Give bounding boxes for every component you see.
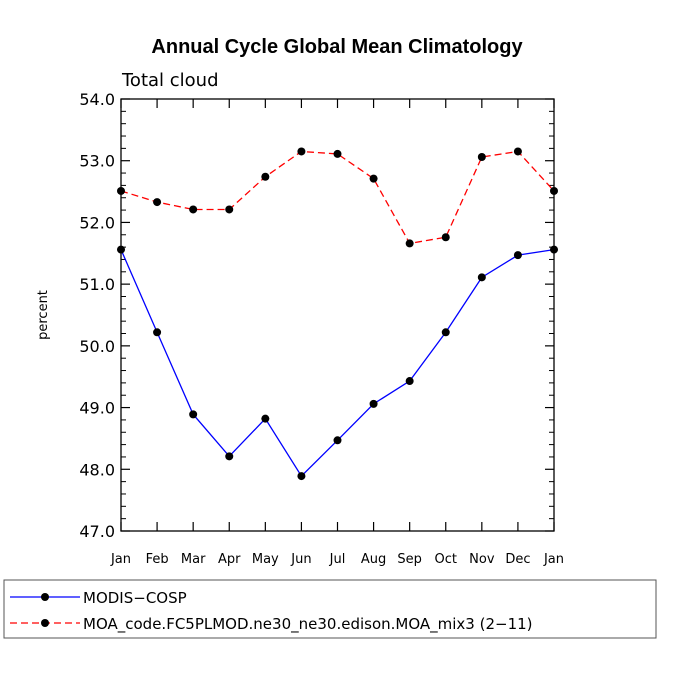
x-tick-label: Oct (435, 552, 457, 567)
x-tick-label: Mar (181, 552, 206, 567)
data-point-0-3 (225, 452, 234, 461)
data-point-1-0 (117, 186, 125, 195)
x-tick-label: Nov (469, 552, 495, 567)
data-point-0-12 (550, 245, 558, 254)
data-point-0-1 (153, 328, 162, 337)
y-tick-label: 50.0 (79, 337, 115, 356)
y-tick-label: 49.0 (79, 399, 115, 418)
data-point-0-5 (297, 472, 306, 481)
y-tick-label: 48.0 (79, 460, 115, 479)
legend-label-1: MOA_code.FC5PLMOD.ne30_ne30.edison.MOA_m… (83, 615, 533, 634)
y-tick-label: 51.0 (79, 275, 115, 294)
data-point-1-4 (261, 172, 270, 181)
legend-box (3, 579, 657, 639)
series-line-1 (120, 150, 555, 245)
x-tick-label: Jan (110, 552, 131, 567)
data-point-0-11 (513, 251, 522, 260)
y-tick-label: 54.0 (79, 90, 115, 109)
x-tick-label: Dec (505, 552, 530, 567)
data-point-0-2 (189, 410, 198, 419)
data-point-0-10 (477, 273, 486, 282)
x-tick-label: Apr (218, 552, 241, 567)
data-point-1-11 (513, 147, 522, 156)
x-tick-label: Feb (146, 552, 169, 567)
y-axis-label: percent (36, 290, 51, 340)
data-point-0-8 (405, 377, 414, 386)
y-tick-label: 52.0 (79, 213, 115, 232)
data-point-1-2 (189, 205, 198, 214)
data-point-1-12 (550, 186, 558, 195)
series-layer (117, 147, 558, 481)
legend: MODIS−COSP MOA_code.FC5PLMOD.ne30_ne30.ed… (10, 589, 533, 634)
x-tick-label: May (252, 552, 279, 567)
data-point-0-7 (369, 399, 378, 408)
data-point-1-10 (477, 153, 486, 162)
y-tick-label: 53.0 (79, 152, 115, 171)
data-point-0-0 (117, 245, 125, 254)
data-point-1-1 (153, 198, 162, 207)
x-tick-label: Jun (290, 552, 311, 567)
data-point-0-6 (333, 436, 342, 445)
data-point-1-9 (441, 233, 450, 242)
data-point-1-6 (333, 149, 342, 158)
data-point-0-9 (441, 328, 450, 337)
plot-frame (120, 98, 555, 532)
legend-label-0: MODIS−COSP (83, 589, 187, 607)
y-ticks: 47.0 48.0 49.0 50.0 51.0 52.0 53.0 54.0 (79, 90, 554, 541)
data-point-0-4 (261, 414, 270, 423)
y-tick-label: 47.0 (79, 522, 115, 541)
x-tick-label: Jan (543, 552, 564, 567)
x-ticks: Jan Feb Mar Apr May Jun Jul Aug Sep Oct Nov Dec Jan (110, 99, 564, 567)
legend-marker-0 (41, 593, 49, 601)
chart-title: Annual Cycle Global Mean Climatology (151, 36, 523, 58)
chart-subtitle: Total cloud (121, 70, 219, 91)
x-tick-label: Sep (397, 552, 422, 567)
data-point-1-7 (369, 174, 378, 183)
x-tick-label: Jul (329, 552, 346, 567)
data-point-1-8 (405, 239, 414, 248)
data-point-1-3 (225, 205, 234, 214)
y-minor-ticks (121, 110, 554, 520)
x-tick-label: Aug (361, 552, 386, 567)
legend-marker-1 (41, 619, 49, 627)
data-point-1-5 (297, 147, 306, 156)
